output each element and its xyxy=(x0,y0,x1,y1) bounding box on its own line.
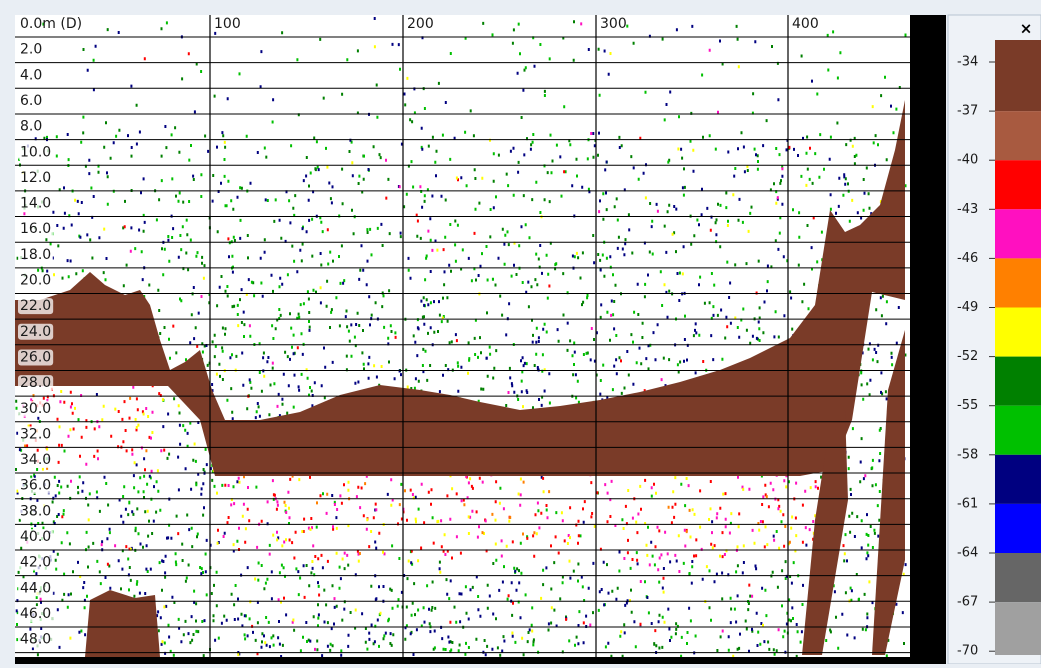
scale-block xyxy=(995,357,1041,406)
depth-label: 0.0m (D) xyxy=(20,16,82,32)
scale-block xyxy=(995,258,1041,307)
scale-block xyxy=(995,504,1041,553)
seabed-echo xyxy=(85,590,160,657)
range-label: 300 xyxy=(600,16,627,32)
scale-block xyxy=(995,406,1041,455)
depth-label: 44.0 xyxy=(20,580,51,596)
scale-label: -52 xyxy=(957,349,978,364)
depth-label: 42.0 xyxy=(20,555,51,571)
scale-label: -37 xyxy=(957,104,978,119)
scale-block xyxy=(995,111,1041,160)
side-bar xyxy=(910,15,946,664)
scale-block xyxy=(995,308,1041,357)
depth-label: 14.0 xyxy=(20,196,51,212)
range-label: 400 xyxy=(792,16,819,32)
scale-label: -43 xyxy=(957,202,978,217)
scale-label: -64 xyxy=(957,546,978,561)
close-button[interactable]: × xyxy=(1020,20,1033,38)
scale-label: -58 xyxy=(957,447,978,462)
scale-block xyxy=(995,209,1041,258)
depth-label: 38.0 xyxy=(20,503,51,519)
scale-label: -49 xyxy=(957,300,978,315)
depth-label: 8.0 xyxy=(20,119,42,135)
depth-label: 10.0 xyxy=(20,144,51,160)
scale-block xyxy=(995,553,1041,602)
scale-label: -46 xyxy=(957,251,978,266)
depth-label: 32.0 xyxy=(20,426,51,442)
page: {"depth_axis": {"labels": ["0.0m (D)", "… xyxy=(0,0,1041,664)
depth-label: 48.0 xyxy=(20,632,51,648)
depth-label: 22.0 xyxy=(20,298,51,314)
scale-block xyxy=(995,160,1041,209)
depth-label: 40.0 xyxy=(20,529,51,545)
scale-label: -61 xyxy=(957,496,978,511)
depth-label: 24.0 xyxy=(20,324,51,340)
scale-label: -34 xyxy=(957,55,978,70)
depth-label: 6.0 xyxy=(20,93,42,109)
depth-label: 16.0 xyxy=(20,221,51,237)
depth-label: 18.0 xyxy=(20,247,51,263)
scale-block xyxy=(995,602,1041,655)
scale-label: -67 xyxy=(957,595,978,610)
scale-label: -70 xyxy=(957,644,978,659)
depth-label: 2.0 xyxy=(20,42,42,58)
depth-label: 4.0 xyxy=(20,67,42,83)
echogram-window: 0.0m (D) 2.0 4.0 6.0 8.0 10.0 12.0 14.0 16.0 18.0… xyxy=(0,0,1041,664)
range-label: 100 xyxy=(214,16,241,32)
scale-block xyxy=(995,40,1041,111)
bottom-bar xyxy=(15,657,910,664)
depth-label: 26.0 xyxy=(20,349,51,365)
depth-label: 28.0 xyxy=(20,375,51,391)
depth-label: 36.0 xyxy=(20,478,51,494)
scale-label: -40 xyxy=(957,153,978,168)
depth-label: 20.0 xyxy=(20,273,51,289)
scale-block xyxy=(995,455,1041,504)
depth-label: 30.0 xyxy=(20,401,51,417)
depth-label: 46.0 xyxy=(20,606,51,622)
depth-label: 12.0 xyxy=(20,170,51,186)
depth-label: 34.0 xyxy=(20,452,51,468)
scale-label: -55 xyxy=(957,398,978,413)
range-label: 200 xyxy=(407,16,434,32)
